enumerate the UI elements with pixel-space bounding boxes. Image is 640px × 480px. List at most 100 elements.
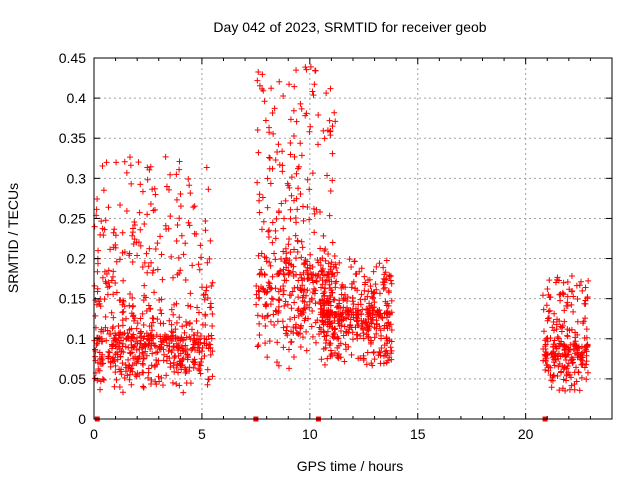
data-point [334, 352, 341, 359]
data-point [561, 318, 568, 325]
data-point [154, 240, 161, 247]
data-point [275, 270, 282, 277]
data-point [274, 149, 281, 156]
data-point [543, 302, 550, 309]
data-point [173, 340, 180, 347]
data-point [262, 323, 269, 330]
data-point [557, 369, 564, 376]
data-point [168, 337, 175, 344]
data-point [265, 228, 272, 235]
data-point [102, 217, 109, 224]
data-point [325, 250, 332, 257]
data-point [381, 322, 388, 329]
data-point [182, 277, 189, 284]
data-point [330, 334, 337, 341]
data-point [99, 274, 106, 281]
data-point [311, 81, 318, 88]
data-point [109, 355, 116, 362]
data-point [99, 225, 106, 232]
data-point [92, 347, 99, 354]
data-point [198, 355, 205, 362]
data-point [99, 338, 106, 345]
data-point [140, 361, 147, 368]
data-point [371, 334, 378, 341]
data-point [283, 327, 290, 334]
data-point [205, 186, 212, 193]
data-point [258, 226, 265, 233]
data-point [191, 230, 198, 237]
data-point [107, 246, 114, 253]
data-point [262, 340, 269, 347]
data-point [168, 321, 175, 328]
data-point [187, 190, 194, 197]
data-point [203, 287, 210, 294]
data-point [349, 329, 356, 336]
data-point [95, 247, 102, 254]
data-point [125, 365, 132, 372]
data-point [310, 289, 317, 296]
data-point [365, 316, 372, 323]
data-point [176, 344, 183, 351]
data-point [123, 315, 130, 322]
data-point [326, 285, 333, 292]
data-point [144, 176, 151, 183]
data-point [574, 331, 581, 338]
data-point [387, 277, 394, 284]
chart-title: Day 042 of 2023, SRMTID for receiver geo… [213, 19, 486, 35]
data-point [183, 318, 190, 325]
data-point [190, 204, 197, 211]
data-point [180, 389, 187, 396]
data-point [300, 269, 307, 276]
data-point [124, 372, 131, 379]
data-point [253, 301, 260, 308]
data-point [312, 319, 319, 326]
data-point [348, 351, 355, 358]
data-point [187, 336, 194, 343]
data-point [354, 335, 361, 342]
data-point [555, 335, 562, 342]
plot-frame [93, 57, 613, 420]
data-point [153, 349, 160, 356]
data-point [358, 265, 365, 272]
data-point [269, 273, 276, 280]
data-point [302, 305, 309, 312]
axis-ticks: 0 5 10 15 20 0 0.05 0.1 0.15 0.2 0.25 0.3 0.35 0.4 0.4… [59, 50, 612, 442]
data-point [380, 285, 387, 292]
data-point [101, 268, 108, 275]
data-point [142, 348, 149, 355]
data-point [288, 292, 295, 299]
data-point [261, 98, 268, 105]
data-point [287, 316, 294, 323]
data-point [269, 239, 276, 246]
data-point [167, 364, 174, 371]
data-point [348, 263, 355, 270]
data-point [110, 314, 117, 321]
data-point [160, 320, 167, 327]
data-point [133, 360, 140, 367]
data-point [568, 374, 575, 381]
data-point [307, 251, 314, 258]
data-point [253, 282, 260, 289]
data-point [370, 268, 377, 275]
data-point [285, 241, 292, 248]
data-point [282, 330, 289, 337]
data-point [287, 339, 294, 346]
data-point [208, 283, 215, 290]
data-point [277, 286, 284, 293]
data-point [118, 371, 125, 378]
data-point [98, 218, 105, 225]
data-point [359, 306, 366, 313]
data-point [148, 259, 155, 266]
data-point [154, 316, 161, 323]
data-point [127, 350, 134, 357]
data-point [298, 238, 305, 245]
data-point [97, 303, 104, 310]
data-point [388, 297, 395, 304]
data-point [300, 292, 307, 299]
data-point [317, 209, 324, 216]
data-point [196, 367, 203, 374]
data-point [264, 175, 271, 182]
data-point [204, 366, 211, 373]
data-point [144, 269, 151, 276]
data-point [128, 333, 135, 340]
